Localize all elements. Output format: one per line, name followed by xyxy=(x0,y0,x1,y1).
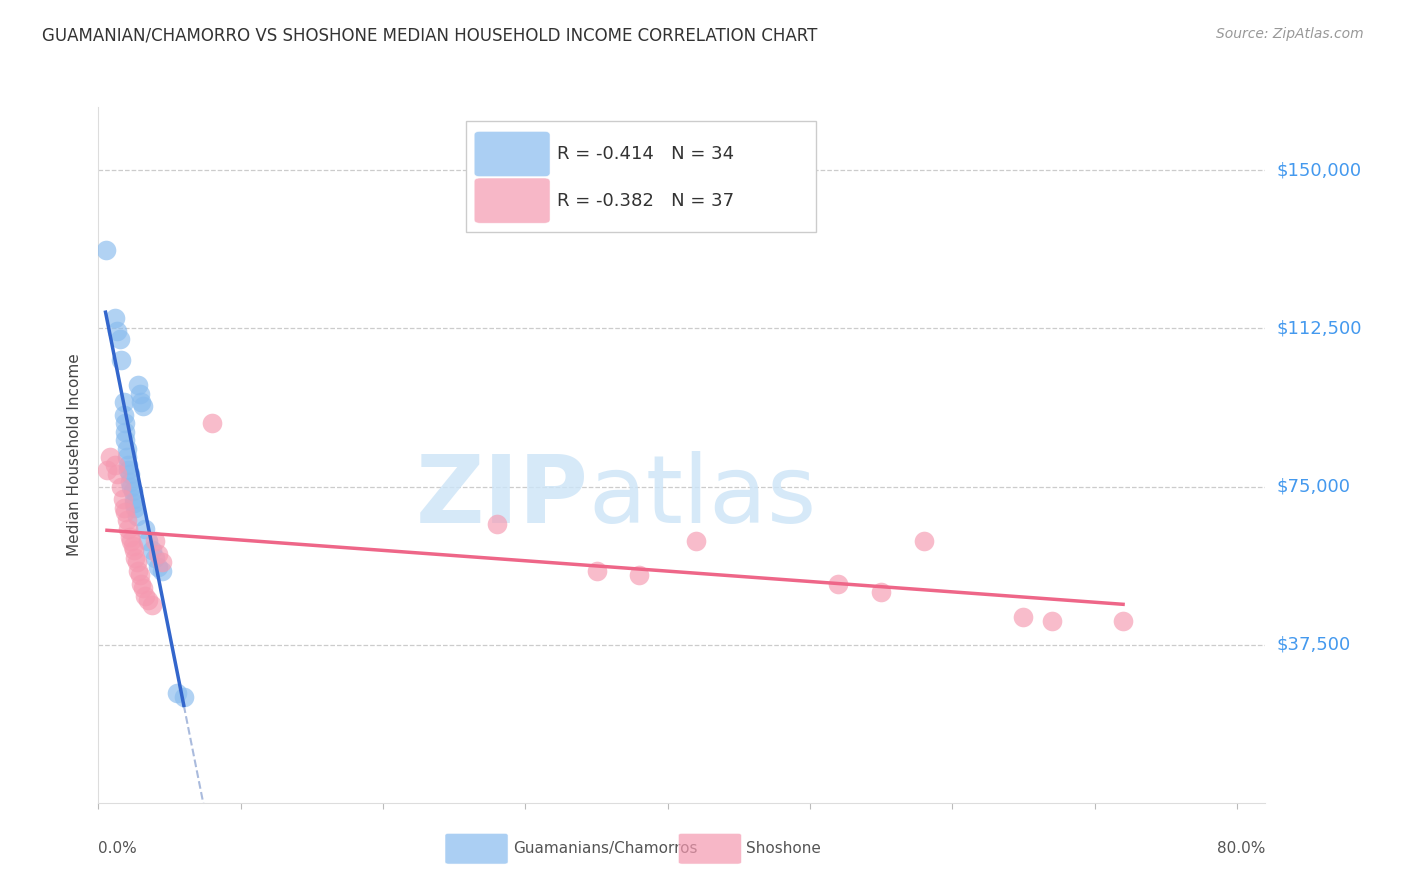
Point xyxy=(128,568,150,582)
Point xyxy=(110,353,132,368)
Point xyxy=(94,244,117,258)
Point xyxy=(134,589,156,603)
Point xyxy=(105,324,128,338)
FancyBboxPatch shape xyxy=(474,131,550,177)
Point xyxy=(131,400,153,414)
Point xyxy=(112,395,135,409)
Text: R = -0.382   N = 37: R = -0.382 N = 37 xyxy=(557,192,734,210)
Point xyxy=(111,492,134,507)
Point xyxy=(127,564,149,578)
Point xyxy=(110,479,132,493)
Point xyxy=(136,593,159,607)
Point xyxy=(96,463,118,477)
Point xyxy=(628,568,651,582)
Point xyxy=(1012,610,1035,624)
Point xyxy=(104,458,127,473)
Point xyxy=(141,542,163,557)
Point xyxy=(114,425,136,439)
Point xyxy=(117,522,139,536)
Point xyxy=(1040,615,1063,629)
Point xyxy=(125,556,148,570)
Text: 80.0%: 80.0% xyxy=(1218,841,1265,856)
Point xyxy=(124,500,146,515)
Text: $150,000: $150,000 xyxy=(1277,161,1361,179)
Point xyxy=(870,585,893,599)
Point xyxy=(114,505,136,519)
Text: $112,500: $112,500 xyxy=(1277,319,1362,337)
Point xyxy=(115,450,138,464)
Text: 0.0%: 0.0% xyxy=(98,841,138,856)
Point xyxy=(152,564,174,578)
Point xyxy=(125,509,148,524)
Point xyxy=(118,475,141,490)
Point xyxy=(912,534,935,549)
Text: $37,500: $37,500 xyxy=(1277,636,1351,654)
Point xyxy=(104,310,127,325)
Y-axis label: Median Household Income: Median Household Income xyxy=(67,353,83,557)
Point xyxy=(120,479,142,493)
Point xyxy=(485,517,508,532)
Text: Source: ZipAtlas.com: Source: ZipAtlas.com xyxy=(1216,27,1364,41)
Point xyxy=(122,496,145,510)
Point xyxy=(124,551,146,566)
Point xyxy=(105,467,128,481)
FancyBboxPatch shape xyxy=(679,833,741,864)
Point xyxy=(117,458,139,473)
Point xyxy=(136,534,159,549)
Point xyxy=(115,513,138,527)
Point xyxy=(152,556,174,570)
Point xyxy=(98,450,121,464)
Text: GUAMANIAN/CHAMORRO VS SHOSHONE MEDIAN HOUSEHOLD INCOME CORRELATION CHART: GUAMANIAN/CHAMORRO VS SHOSHONE MEDIAN HO… xyxy=(42,27,817,45)
Text: atlas: atlas xyxy=(589,450,817,542)
Point xyxy=(121,539,143,553)
Text: ZIP: ZIP xyxy=(416,450,589,542)
Point xyxy=(118,530,141,544)
Point xyxy=(173,690,195,705)
FancyBboxPatch shape xyxy=(446,833,508,864)
Point xyxy=(122,492,145,507)
Text: $75,000: $75,000 xyxy=(1277,477,1351,496)
Point xyxy=(112,408,135,422)
Point xyxy=(148,559,170,574)
Point xyxy=(128,386,150,401)
Point xyxy=(685,534,707,549)
Point xyxy=(143,534,166,549)
Text: Shoshone: Shoshone xyxy=(747,841,821,856)
Point xyxy=(122,542,145,557)
Point xyxy=(129,395,152,409)
Point xyxy=(134,522,156,536)
Point xyxy=(108,332,131,346)
Point xyxy=(127,378,149,392)
Point xyxy=(143,551,166,566)
Text: R = -0.414   N = 34: R = -0.414 N = 34 xyxy=(557,145,734,163)
Point xyxy=(115,442,138,456)
Point xyxy=(112,500,135,515)
FancyBboxPatch shape xyxy=(465,121,815,232)
Point xyxy=(166,686,188,700)
Point xyxy=(120,534,142,549)
FancyBboxPatch shape xyxy=(474,178,550,223)
Point xyxy=(585,564,607,578)
Point xyxy=(129,576,152,591)
Point xyxy=(117,463,139,477)
Point xyxy=(201,417,224,431)
Point xyxy=(121,483,143,498)
Point xyxy=(114,433,136,447)
Point xyxy=(114,417,136,431)
Point xyxy=(827,576,849,591)
Text: Guamanians/Chamorros: Guamanians/Chamorros xyxy=(513,841,697,856)
Point xyxy=(118,467,141,481)
Point xyxy=(148,547,170,561)
Point xyxy=(141,598,163,612)
Point xyxy=(1112,615,1135,629)
Point xyxy=(131,581,153,595)
